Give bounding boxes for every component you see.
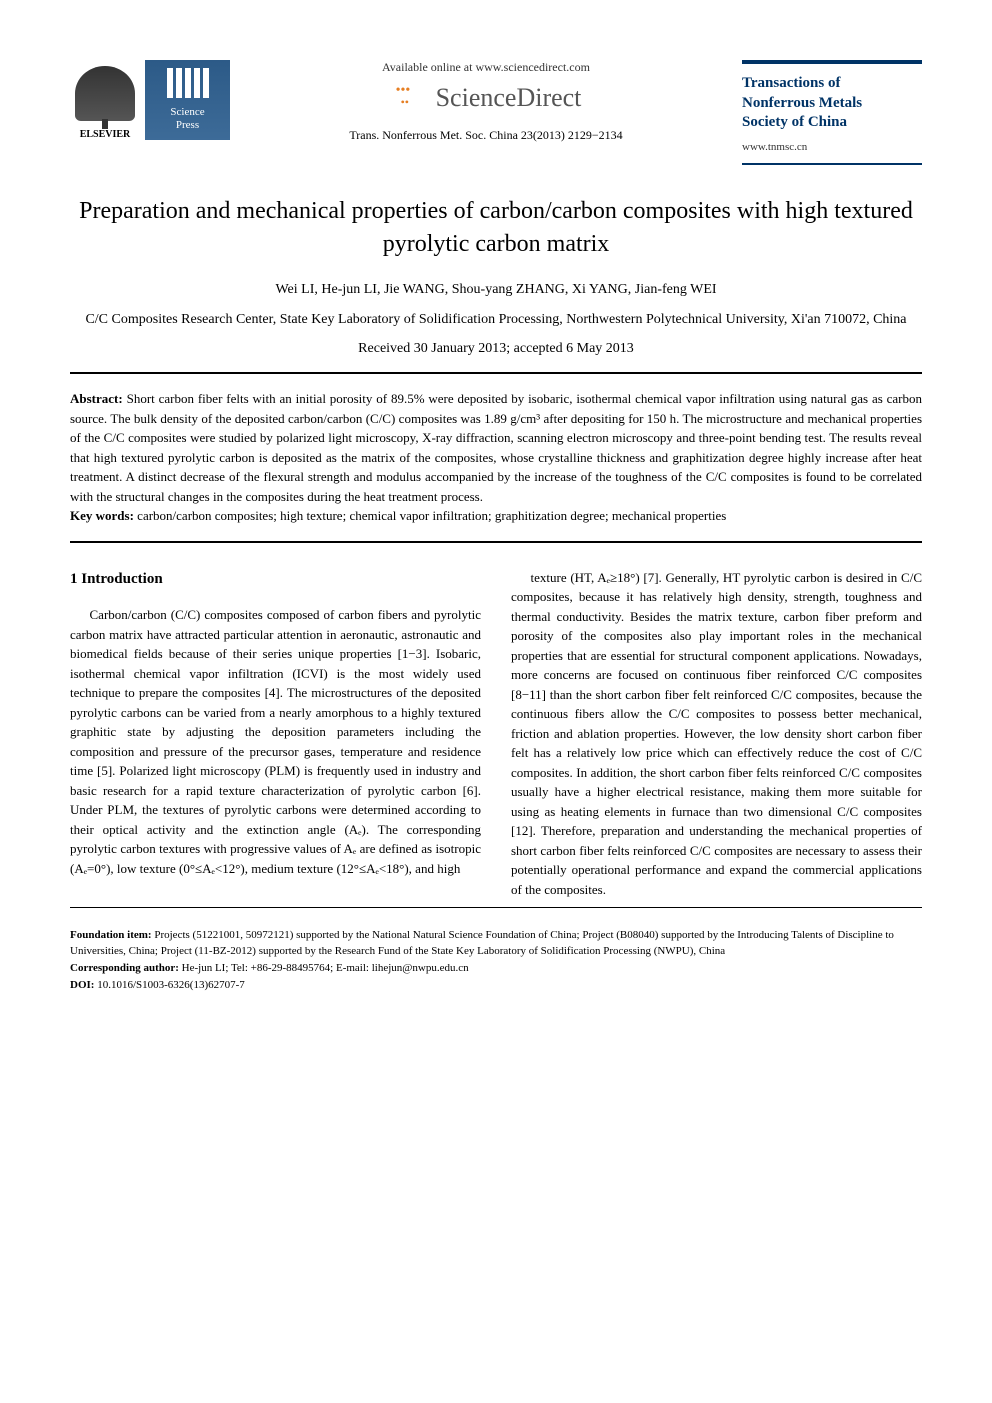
corresponding-author: Corresponding author: He-jun LI; Tel: +8…	[70, 961, 922, 976]
keywords-text: carbon/carbon composites; high texture; …	[137, 508, 726, 523]
sciencedirect-label: ScienceDirect	[436, 83, 582, 113]
footer-divider	[70, 907, 922, 908]
divider-top	[70, 372, 922, 374]
divider-bottom	[70, 541, 922, 543]
paper-title: Preparation and mechanical properties of…	[70, 195, 922, 262]
section-heading: 1 Introduction	[70, 568, 481, 591]
foundation-label: Foundation item:	[70, 929, 152, 941]
journal-url: www.tnmsc.cn	[742, 141, 922, 153]
foundation-item: Foundation item: Projects (51221001, 509…	[70, 928, 922, 959]
journal-title-box: Transactions of Nonferrous Metals Societ…	[742, 60, 922, 165]
doi: DOI: 10.1016/S1003-6326(13)62707-7	[70, 978, 922, 993]
header-row: ELSEVIER Science Press Available online …	[70, 60, 922, 165]
available-online-text: Available online at www.sciencedirect.co…	[260, 60, 712, 75]
elsevier-logo: ELSEVIER	[70, 60, 140, 140]
body-two-column: 1 Introduction Carbon/carbon (C/C) compo…	[70, 568, 922, 900]
doi-text: 10.1016/S1003-6326(13)62707-7	[97, 979, 245, 991]
column-right: texture (HT, Aₑ≥18°) [7]. Generally, HT …	[511, 568, 922, 900]
footer: Foundation item: Projects (51221001, 509…	[70, 928, 922, 994]
intro-paragraph-left: Carbon/carbon (C/C) composites composed …	[70, 605, 481, 878]
publisher-logos: ELSEVIER Science Press	[70, 60, 230, 140]
abstract-text: Short carbon fiber felts with an initial…	[70, 391, 922, 504]
elsevier-label: ELSEVIER	[80, 129, 131, 140]
corresponding-text: He-jun LI; Tel: +86-29-88495764; E-mail:…	[182, 962, 469, 974]
elsevier-tree-icon	[75, 66, 135, 121]
science-press-label: Science Press	[170, 106, 204, 132]
science-press-logo: Science Press	[145, 60, 230, 140]
column-left: 1 Introduction Carbon/carbon (C/C) compo…	[70, 568, 481, 900]
sciencedirect-dots-icon	[391, 83, 426, 113]
received-accepted-dates: Received 30 January 2013; accepted 6 May…	[70, 341, 922, 357]
abstract-block: Abstract: Short carbon fiber felts with …	[70, 389, 922, 526]
science-press-bars-icon	[167, 68, 209, 98]
intro-paragraph-right: texture (HT, Aₑ≥18°) [7]. Generally, HT …	[511, 568, 922, 900]
keywords-label: Key words:	[70, 508, 134, 523]
journal-title: Transactions of Nonferrous Metals Societ…	[742, 74, 922, 133]
authors: Wei LI, He-jun LI, Jie WANG, Shou-yang Z…	[70, 282, 922, 298]
affiliation: C/C Composites Research Center, State Ke…	[70, 310, 922, 330]
doi-label: DOI:	[70, 979, 94, 991]
header-center: Available online at www.sciencedirect.co…	[230, 60, 742, 143]
journal-citation: Trans. Nonferrous Met. Soc. China 23(201…	[260, 128, 712, 143]
foundation-text: Projects (51221001, 50972121) supported …	[70, 929, 894, 956]
abstract-label: Abstract:	[70, 391, 123, 406]
corresponding-label: Corresponding author:	[70, 962, 179, 974]
sciencedirect-logo: ScienceDirect	[260, 83, 712, 113]
